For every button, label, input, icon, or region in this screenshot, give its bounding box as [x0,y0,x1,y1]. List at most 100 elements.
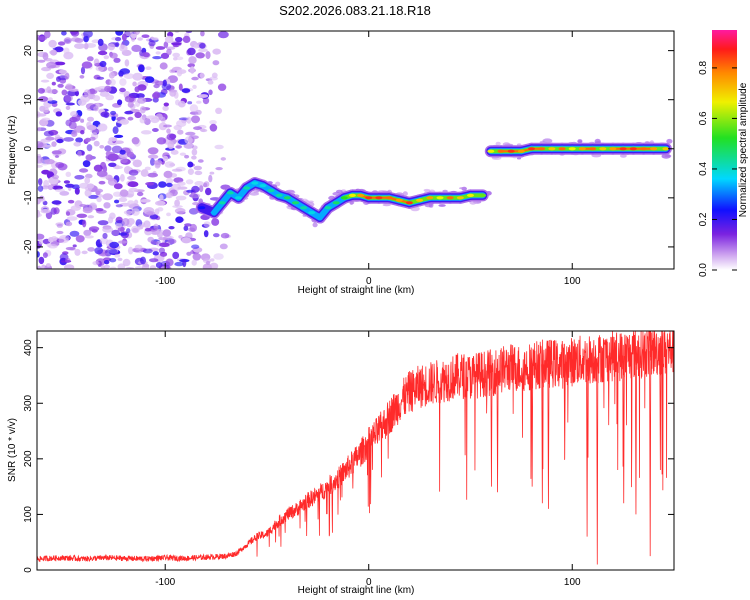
noise-cell [82,219,87,228]
noise-cell [542,138,553,144]
noise-cell [48,39,57,48]
noise-cell [134,199,139,205]
noise-cell [210,258,215,262]
noise-cell [177,186,188,190]
noise-cell [188,208,199,215]
noise-cell [107,177,115,182]
noise-cell [131,44,142,53]
noise-cell [123,73,135,79]
noise-cell [86,124,97,131]
noise-cell [65,102,76,106]
noise-cell [41,117,51,122]
noise-cell [38,96,49,102]
noise-cell [620,154,627,158]
ridge-point [226,191,234,195]
noise-cell [57,83,64,88]
noise-cell [103,55,110,60]
noise-cell [194,170,203,176]
noise-cell [37,185,44,192]
ridge-point [497,149,505,153]
noise-cell [58,69,67,74]
noise-cell [194,181,204,186]
colorbar-label: Normalized spectral amplitude [738,82,749,217]
noise-cell [152,128,159,132]
noise-cell [154,208,160,215]
noise-cell [166,128,171,134]
snr-series-line [37,331,674,565]
noise-cell [45,211,53,220]
noise-cell [121,218,130,226]
noise-cell [193,126,203,131]
noise-cell [144,117,151,126]
noise-cell [167,75,178,83]
noise-cell [203,221,211,228]
noise-cell [139,117,146,124]
noise-cell [165,192,173,199]
noise-cell [192,252,202,261]
noise-cell [52,47,64,51]
noise-cell [43,130,54,137]
noise-cell [97,50,108,56]
noise-cell [152,251,159,256]
noise-cell [115,204,123,208]
y-tick-label: 300 [23,394,34,411]
ridge-point [436,196,444,200]
noise-cell [84,186,93,191]
noise-cell [166,212,171,217]
noise-cell [174,207,186,215]
noise-cell [438,204,446,207]
noise-cell [172,251,180,260]
noise-cell [159,62,168,70]
noise-cell [126,151,135,158]
noise-cell [41,169,50,175]
noise-cell [173,56,178,61]
noise-cell [37,213,42,217]
noise-cell [119,87,126,93]
noise-cell [185,31,192,34]
noise-cell [38,239,44,245]
noise-cell [182,259,187,268]
noise-cell [175,195,187,201]
noise-cell [191,259,197,266]
noise-cell [137,224,146,228]
noise-cell [199,128,206,132]
noise-cell [160,52,170,60]
noise-cell [89,88,96,94]
noise-cell [103,202,111,209]
x-tick-label: 100 [564,276,581,287]
noise-cell [516,157,522,160]
noise-cell [220,157,226,161]
noise-cell [82,160,91,168]
noise-cell [73,141,81,147]
ridge-point [507,149,515,153]
noise-cell [96,196,102,203]
noise-cell [55,162,65,168]
noise-cell [119,189,129,197]
ridge-point [426,196,434,200]
noise-cell [74,38,84,43]
noise-cell [217,83,227,91]
noise-cell [198,48,208,53]
noise-cell [153,91,161,99]
noise-cell [151,37,159,41]
noise-cell [209,123,218,132]
noise-cell [219,243,228,250]
noise-cell [44,158,55,165]
noise-cell [119,149,126,155]
noise-cell [117,257,123,262]
noise-cell [661,153,671,159]
noise-cell [131,225,140,234]
noise-cell [46,61,57,69]
noise-cell [63,264,75,269]
noise-cell [150,158,155,166]
noise-cell [159,194,164,201]
colorbar-tick-label: 0.8 [698,61,709,75]
snr-panel: -100 0 100 0 100 200 300 400 Height of straigh… [7,330,675,596]
noise-cell [107,43,116,51]
noise-cell [47,244,58,249]
noise-cell [423,188,431,192]
noise-cell [114,253,121,258]
noise-cell [64,94,73,102]
noise-cell [187,168,194,175]
noise-cell [56,223,63,228]
